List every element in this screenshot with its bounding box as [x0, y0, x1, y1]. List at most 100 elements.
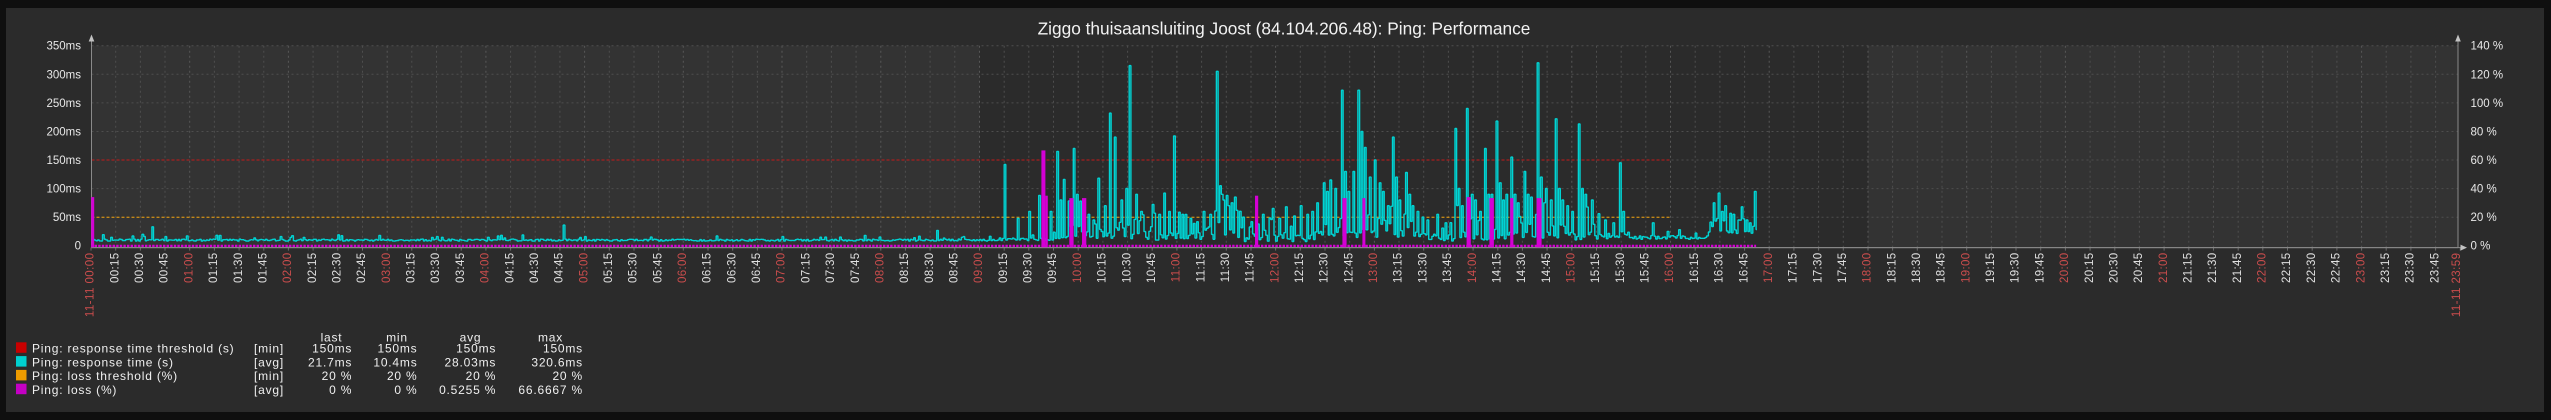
svg-text:avg: avg: [460, 331, 482, 345]
svg-text:120 %: 120 %: [2471, 69, 2504, 81]
svg-text:11:15: 11:15: [1195, 253, 1207, 283]
svg-text:23:15: 23:15: [2380, 253, 2392, 284]
svg-text:15:00: 15:00: [1566, 253, 1578, 284]
svg-text:12:45: 12:45: [1343, 253, 1355, 284]
svg-text:80 %: 80 %: [2471, 127, 2497, 139]
svg-text:21.7ms: 21.7ms: [308, 355, 352, 369]
svg-text:04:45: 04:45: [554, 253, 566, 284]
svg-text:10:00: 10:00: [1072, 253, 1084, 284]
svg-text:02:15: 02:15: [307, 253, 319, 284]
svg-text:21:30: 21:30: [2207, 253, 2219, 284]
svg-text:08:45: 08:45: [949, 253, 961, 284]
svg-text:max: max: [538, 331, 563, 345]
svg-text:07:45: 07:45: [850, 253, 862, 284]
svg-text:14:45: 14:45: [1541, 253, 1553, 284]
svg-text:[min]: [min]: [254, 342, 284, 356]
svg-text:03:15: 03:15: [406, 253, 418, 284]
svg-text:[min]: [min]: [254, 369, 284, 383]
svg-text:16:45: 16:45: [1738, 253, 1750, 284]
svg-text:03:30: 03:30: [430, 253, 442, 284]
svg-text:07:00: 07:00: [776, 253, 788, 284]
svg-text:03:00: 03:00: [381, 253, 393, 284]
svg-text:08:30: 08:30: [924, 253, 936, 284]
svg-text:60 %: 60 %: [2471, 155, 2497, 167]
svg-text:20 %: 20 %: [552, 369, 583, 383]
svg-text:Ping: response time threshold: Ping: response time threshold (s): [32, 342, 234, 356]
svg-text:01:15: 01:15: [208, 253, 220, 284]
svg-text:40 %: 40 %: [2471, 184, 2497, 196]
svg-text:20 %: 20 %: [466, 369, 497, 383]
svg-text:04:00: 04:00: [480, 252, 492, 283]
svg-text:17:45: 17:45: [1837, 253, 1849, 284]
svg-text:150ms: 150ms: [46, 155, 81, 167]
svg-text:12:15: 12:15: [1294, 253, 1306, 284]
svg-text:11:00: 11:00: [1171, 253, 1183, 283]
svg-text:0: 0: [75, 241, 81, 253]
svg-text:20 %: 20 %: [387, 369, 418, 383]
svg-text:13:15: 13:15: [1393, 253, 1405, 284]
svg-text:16:30: 16:30: [1714, 253, 1726, 284]
svg-text:07:15: 07:15: [800, 253, 812, 284]
svg-text:23:30: 23:30: [2405, 253, 2417, 284]
svg-text:300ms: 300ms: [46, 69, 81, 81]
svg-text:10.4ms: 10.4ms: [373, 355, 417, 369]
svg-text:15:30: 15:30: [1615, 253, 1627, 284]
svg-text:05:30: 05:30: [628, 253, 640, 284]
svg-text:12:30: 12:30: [1319, 253, 1331, 284]
svg-text:09:00: 09:00: [973, 253, 985, 284]
svg-text:last: last: [321, 331, 343, 345]
svg-text:22:00: 22:00: [2257, 253, 2269, 284]
svg-text:20:30: 20:30: [2109, 253, 2121, 284]
svg-text:09:30: 09:30: [1023, 253, 1035, 284]
svg-text:21:00: 21:00: [2158, 253, 2170, 284]
svg-text:06:15: 06:15: [702, 253, 714, 284]
svg-text:22:30: 22:30: [2306, 253, 2318, 284]
svg-text:200ms: 200ms: [46, 127, 81, 139]
svg-text:21:15: 21:15: [2183, 253, 2195, 284]
svg-text:13:30: 13:30: [1417, 253, 1429, 284]
svg-text:[avg]: [avg]: [254, 383, 284, 397]
svg-text:100ms: 100ms: [46, 184, 81, 196]
svg-text:350ms: 350ms: [46, 41, 81, 53]
svg-text:23:45: 23:45: [2429, 253, 2441, 284]
svg-text:19:45: 19:45: [2034, 252, 2046, 283]
svg-text:16:15: 16:15: [1689, 253, 1701, 284]
svg-text:01:00: 01:00: [183, 253, 195, 284]
svg-text:10:30: 10:30: [1121, 253, 1133, 284]
svg-text:19:15: 19:15: [1985, 253, 1997, 284]
svg-text:11-11 23:59: 11-11 23:59: [2451, 253, 2463, 318]
svg-text:23:00: 23:00: [2355, 253, 2367, 284]
svg-text:150ms: 150ms: [377, 342, 417, 356]
svg-text:22:15: 22:15: [2281, 253, 2293, 284]
svg-text:18:45: 18:45: [1936, 253, 1948, 284]
svg-text:[avg]: [avg]: [254, 355, 284, 369]
svg-text:20 %: 20 %: [2471, 212, 2497, 224]
svg-text:13:45: 13:45: [1442, 253, 1454, 284]
svg-text:14:15: 14:15: [1492, 253, 1504, 284]
svg-text:10:15: 10:15: [1097, 253, 1109, 284]
svg-text:11:45: 11:45: [1245, 253, 1257, 283]
svg-text:17:00: 17:00: [1763, 253, 1775, 284]
svg-text:09:15: 09:15: [998, 253, 1010, 284]
svg-text:19:30: 19:30: [2010, 253, 2022, 284]
svg-text:150ms: 150ms: [312, 342, 352, 356]
svg-text:28.03ms: 28.03ms: [445, 355, 497, 369]
svg-text:11-11 00:00: 11-11 00:00: [85, 253, 97, 318]
svg-text:06:00: 06:00: [677, 253, 689, 284]
svg-text:01:45: 01:45: [258, 253, 270, 284]
svg-text:00:45: 00:45: [159, 253, 171, 284]
svg-text:02:30: 02:30: [332, 253, 344, 284]
svg-text:12:00: 12:00: [1269, 253, 1281, 284]
svg-text:Ziggo thuisaansluiting Joost (: Ziggo thuisaansluiting Joost (84.104.206…: [1038, 19, 1531, 39]
svg-text:0 %: 0 %: [394, 383, 417, 397]
svg-text:17:30: 17:30: [1812, 253, 1824, 284]
svg-text:14:30: 14:30: [1516, 253, 1528, 284]
svg-text:320.6ms: 320.6ms: [531, 355, 583, 369]
svg-text:06:30: 06:30: [726, 253, 738, 284]
svg-text:10:45: 10:45: [1146, 253, 1158, 284]
svg-text:01:30: 01:30: [233, 252, 245, 283]
svg-text:140 %: 140 %: [2471, 41, 2504, 53]
svg-text:20:00: 20:00: [2059, 253, 2071, 284]
svg-text:Ping: loss (%): Ping: loss (%): [32, 383, 117, 397]
svg-text:03:45: 03:45: [455, 253, 467, 284]
